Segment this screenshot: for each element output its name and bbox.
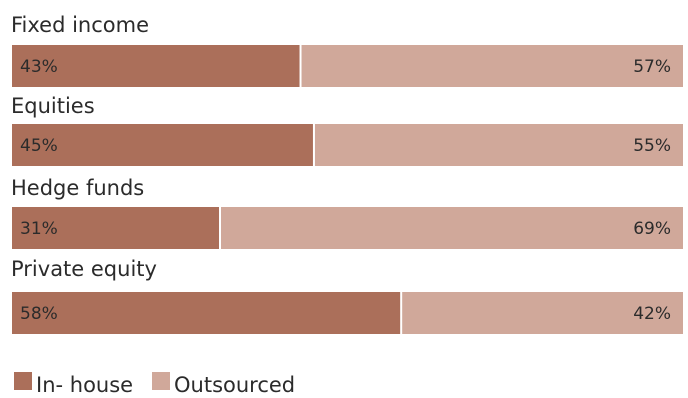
legend-label-in-house: In- house (36, 373, 133, 397)
bar-hedge-funds-outsourced (220, 207, 683, 249)
data-label-equities-in-house: 45% (20, 136, 58, 156)
category-label-fixed-income: Fixed income (11, 13, 149, 37)
category-label-private-equity: Private equity (11, 257, 157, 281)
data-label-private-equity-in-house: 58% (20, 304, 58, 324)
bar-private-equity-in-house (12, 292, 402, 334)
legend-label-outsourced: Outsourced (174, 373, 295, 397)
bar-fixed-income-outsourced (300, 45, 683, 87)
legend-swatch-outsourced (152, 372, 170, 390)
bar-equities-outsourced (313, 124, 683, 166)
bar-hedge-funds-in-house (12, 207, 221, 249)
data-label-hedge-funds-outsourced: 69% (633, 219, 671, 239)
data-label-hedge-funds-in-house: 31% (20, 219, 58, 239)
category-label-equities: Equities (11, 94, 95, 118)
legend-swatch-in-house (14, 372, 32, 390)
data-label-fixed-income-outsourced: 57% (633, 57, 671, 77)
category-label-hedge-funds: Hedge funds (11, 176, 144, 200)
bar-private-equity-outsourced (401, 292, 683, 334)
data-label-equities-outsourced: 55% (633, 136, 671, 156)
bar-fixed-income-in-house (12, 45, 301, 87)
data-label-private-equity-outsourced: 42% (633, 304, 671, 324)
bar-equities-in-house (12, 124, 314, 166)
data-label-fixed-income-in-house: 43% (20, 57, 58, 77)
